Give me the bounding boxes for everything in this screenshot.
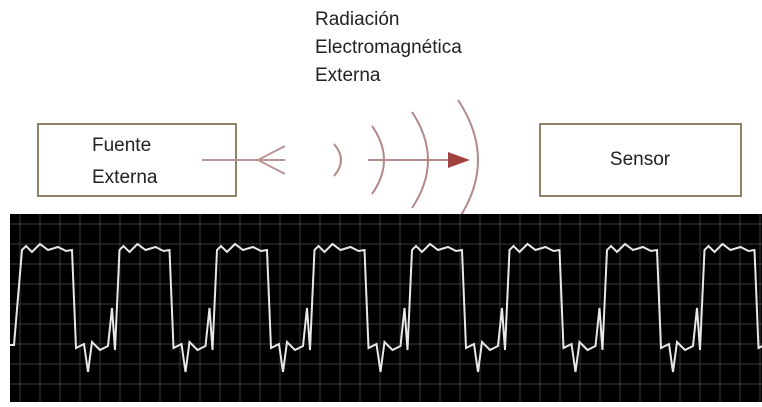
arrow-head — [448, 152, 470, 168]
source-label: Externa — [92, 167, 158, 188]
source-label: Fuente — [92, 135, 151, 156]
radiation-label: Externa — [315, 65, 381, 86]
sensor-label: Sensor — [610, 149, 671, 170]
radiation-label: Electromagnética — [315, 37, 462, 58]
radiation-label: Radiación — [315, 9, 400, 30]
diagram: Radiación Electromagnética Externa Fuent… — [0, 0, 762, 402]
oscilloscope — [10, 214, 762, 402]
